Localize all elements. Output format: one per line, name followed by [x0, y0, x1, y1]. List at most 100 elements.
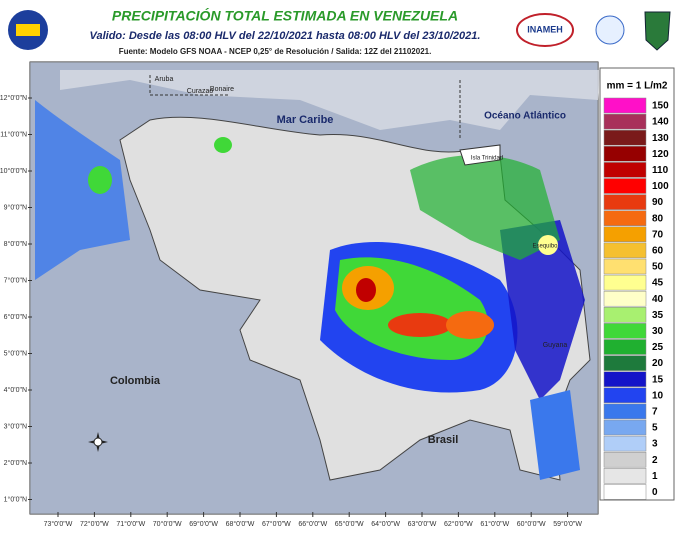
legend-swatch — [603, 307, 647, 323]
legend-swatch — [603, 451, 647, 468]
legend-swatch — [603, 323, 647, 339]
source: Fuente: Modelo GFS NOAA - NCEP 0,25° de … — [119, 47, 432, 56]
legend-label: 150 — [652, 101, 669, 112]
legend-label: 110 — [652, 165, 669, 176]
subtitle: Valido: Desde las 08:00 HLV del 22/10/20… — [90, 30, 481, 42]
map — [29, 61, 600, 515]
trinidad — [459, 144, 501, 166]
rain-area — [410, 155, 560, 260]
lat-label: 5°0'0"N — [4, 349, 27, 357]
legend-label: 100 — [652, 181, 669, 192]
lat-label: 10°0'0"N — [0, 167, 27, 175]
lat-label: 2°0'0"N — [4, 459, 27, 467]
lon-label: 69°0'0"W — [189, 520, 218, 528]
legend-label: 2 — [652, 455, 658, 466]
place-label: Colombia — [110, 375, 161, 387]
lat-label: 7°0'0"N — [4, 276, 27, 284]
lon-label: 70°0'0"W — [153, 520, 182, 528]
title: PRECIPITACIÓN TOTAL ESTIMADA EN VENEZUEL… — [112, 7, 458, 24]
place-label: Isla Trinidad — [471, 156, 503, 162]
legend-swatch — [603, 113, 647, 130]
legend-label: 3 — [652, 439, 658, 450]
flag-stripe — [16, 24, 40, 36]
lon-label: 59°0'0"W — [553, 520, 582, 528]
legend-label: 70 — [652, 229, 664, 240]
legend-swatch — [603, 129, 647, 146]
legend-swatch — [603, 484, 647, 500]
partner-logo — [595, 15, 625, 45]
inameh-logo — [516, 13, 574, 47]
lat-label: 3°0'0"N — [4, 422, 27, 430]
rain-core — [88, 166, 112, 194]
rain-core — [538, 235, 558, 255]
legend-label: 50 — [652, 262, 664, 273]
legend-label: 120 — [652, 149, 669, 160]
lon-label: 73°0'0"W — [44, 520, 73, 528]
legend-swatch — [603, 258, 647, 275]
lon-label: 64°0'0"W — [371, 520, 400, 528]
lat-label: 8°0'0"N — [4, 240, 27, 248]
place-label: Guyana — [543, 342, 568, 349]
place-label: Aruba — [155, 76, 174, 83]
legend-swatch — [603, 339, 647, 355]
legend-label: 140 — [652, 117, 669, 128]
legend-swatch — [603, 468, 647, 484]
legend-label: 40 — [652, 294, 664, 305]
sea-dry — [60, 70, 600, 130]
lat-label: 9°0'0"N — [4, 203, 27, 211]
legend-swatch — [603, 242, 647, 259]
legend-swatch — [603, 355, 647, 371]
lat-label: 11°0'0"N — [0, 130, 27, 138]
lat-label: 1°0'0"N — [4, 495, 27, 503]
place-label: Océano Atlántico — [484, 111, 566, 122]
legend-label: 90 — [652, 197, 664, 208]
lon-label: 72°0'0"W — [80, 520, 109, 528]
legend-label: 45 — [652, 278, 664, 289]
lon-label: 62°0'0"W — [444, 520, 473, 528]
lon-label: 60°0'0"W — [517, 520, 546, 528]
legend-label: 0 — [652, 487, 658, 498]
rain-core — [214, 137, 232, 153]
legend-swatch — [603, 97, 647, 114]
legend-swatch — [603, 210, 647, 226]
logo-text: INAMEH — [527, 24, 563, 34]
compass — [88, 432, 108, 452]
legend-title: mm = 1 L/m2 — [607, 81, 668, 92]
legend-label: 35 — [652, 310, 664, 321]
legend-swatch — [603, 146, 647, 162]
legend-label: 60 — [652, 246, 664, 257]
lon-label: 65°0'0"W — [335, 520, 364, 528]
legend-swatch — [603, 371, 647, 387]
lon-label: 66°0'0"W — [298, 520, 327, 528]
lat-label: 4°0'0"N — [4, 386, 27, 394]
lat-label: 6°0'0"N — [4, 313, 27, 321]
rain-area — [500, 220, 585, 400]
legend-swatch — [603, 290, 647, 307]
legend-label: 25 — [652, 342, 664, 353]
legend-swatch — [603, 435, 647, 452]
lon-label: 71°0'0"W — [116, 520, 145, 528]
legend-label: 15 — [652, 374, 664, 385]
legend-swatch — [603, 274, 647, 291]
boundary — [149, 75, 230, 96]
legend-label: 7 — [652, 407, 658, 418]
legend-swatch — [603, 387, 647, 404]
legend-label: 30 — [652, 326, 664, 337]
legend-label: 10 — [652, 390, 664, 401]
lat-label: 12°0'0"N — [0, 94, 27, 102]
legend-swatch — [603, 403, 647, 420]
place-label: Curazao — [187, 88, 214, 95]
shield-logo — [644, 11, 671, 51]
rain-core — [356, 278, 376, 302]
legend-label: 80 — [652, 213, 664, 224]
lon-label: 63°0'0"W — [408, 520, 437, 528]
lon-label: 68°0'0"W — [226, 520, 255, 528]
legend-label: 1 — [652, 471, 658, 482]
legend-label: 130 — [652, 133, 669, 144]
legend-label: 5 — [652, 423, 658, 434]
legend-swatch — [603, 419, 647, 436]
legend-swatch — [603, 178, 647, 194]
lon-label: 61°0'0"W — [480, 520, 509, 528]
legend-swatch — [603, 194, 647, 210]
